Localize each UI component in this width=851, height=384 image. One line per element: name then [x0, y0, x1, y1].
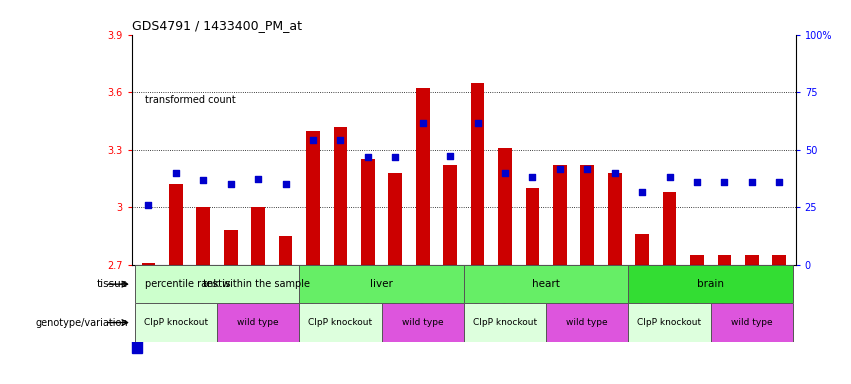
Text: ClpP knockout: ClpP knockout [144, 318, 208, 327]
Bar [745, 255, 758, 265]
Point [553, 166, 567, 172]
Text: wild type: wild type [237, 318, 279, 327]
Bar [711, 303, 793, 342]
Bar [300, 303, 381, 342]
Text: heart: heart [532, 279, 560, 289]
Point [306, 137, 320, 143]
Point [745, 179, 758, 185]
Bar [381, 303, 464, 342]
Bar [134, 265, 300, 303]
Point [251, 175, 265, 182]
Point [416, 120, 430, 126]
Bar [546, 303, 628, 342]
Bar [132, 207, 142, 353]
Bar [388, 173, 402, 265]
Point [498, 170, 511, 176]
Bar [717, 255, 731, 265]
Point [690, 179, 704, 185]
Bar [663, 192, 677, 265]
Text: percentile rank within the sample: percentile rank within the sample [145, 279, 310, 289]
Bar [471, 83, 484, 265]
Bar [134, 303, 217, 342]
Text: wild type: wild type [731, 318, 773, 327]
Bar [416, 88, 430, 265]
Text: ClpP knockout: ClpP knockout [637, 318, 701, 327]
Bar [773, 255, 786, 265]
Bar [224, 230, 237, 265]
Point [443, 152, 457, 159]
Text: testis: testis [203, 279, 231, 289]
Point [526, 174, 540, 180]
Bar [464, 303, 546, 342]
Bar [361, 159, 374, 265]
Bar [580, 165, 594, 265]
Text: genotype/variation: genotype/variation [35, 318, 128, 328]
Text: ClpP knockout: ClpP knockout [473, 318, 537, 327]
Point [224, 181, 237, 187]
Bar [464, 265, 628, 303]
Text: wild type: wild type [402, 318, 443, 327]
Point [278, 181, 292, 187]
Bar [306, 131, 320, 265]
Bar [628, 265, 793, 303]
Bar [300, 265, 464, 303]
Text: ClpP knockout: ClpP knockout [308, 318, 373, 327]
Bar [443, 165, 457, 265]
Bar [690, 255, 704, 265]
Point [471, 120, 484, 126]
Bar [334, 127, 347, 265]
Point [388, 154, 402, 161]
Text: tissue: tissue [96, 279, 128, 289]
Bar [628, 303, 711, 342]
Point [580, 166, 594, 172]
Bar [635, 234, 649, 265]
Bar [526, 188, 540, 265]
Bar [141, 263, 155, 265]
Point [773, 179, 786, 185]
Point [361, 154, 374, 161]
Text: brain: brain [697, 279, 724, 289]
Text: GDS4791 / 1433400_PM_at: GDS4791 / 1433400_PM_at [132, 19, 302, 32]
Bar [498, 148, 511, 265]
Point [608, 170, 621, 176]
Bar [608, 173, 621, 265]
Bar [278, 236, 293, 265]
Point [197, 177, 210, 184]
Bar [553, 165, 567, 265]
Text: liver: liver [370, 279, 393, 289]
Bar [251, 207, 265, 265]
Bar [197, 207, 210, 265]
Point [141, 202, 155, 209]
Bar [169, 184, 183, 265]
Bar [217, 303, 300, 342]
Point [636, 189, 649, 195]
Text: transformed count: transformed count [145, 95, 236, 105]
Point [663, 174, 677, 180]
Point [717, 179, 731, 185]
Point [169, 170, 183, 176]
Bar [132, 27, 142, 173]
Point [334, 137, 347, 143]
Text: wild type: wild type [567, 318, 608, 327]
